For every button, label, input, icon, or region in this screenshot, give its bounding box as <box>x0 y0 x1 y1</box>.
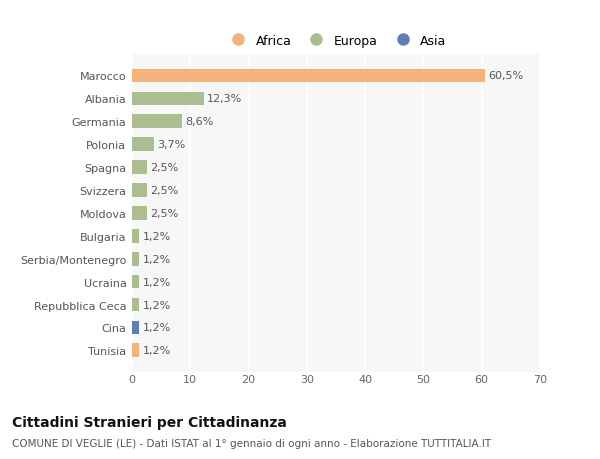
Bar <box>132 275 139 289</box>
Bar <box>132 115 182 129</box>
Text: 2,5%: 2,5% <box>150 163 178 173</box>
Text: 3,7%: 3,7% <box>157 140 185 150</box>
Text: 1,2%: 1,2% <box>142 277 171 287</box>
Bar <box>132 161 146 174</box>
Text: 2,5%: 2,5% <box>150 208 178 218</box>
Bar <box>132 321 139 335</box>
Bar <box>132 184 146 197</box>
Text: 1,2%: 1,2% <box>142 300 171 310</box>
Bar <box>132 138 154 152</box>
Text: 1,2%: 1,2% <box>142 231 171 241</box>
Text: 1,2%: 1,2% <box>142 254 171 264</box>
Text: 8,6%: 8,6% <box>185 117 214 127</box>
Text: COMUNE DI VEGLIE (LE) - Dati ISTAT al 1° gennaio di ogni anno - Elaborazione TUT: COMUNE DI VEGLIE (LE) - Dati ISTAT al 1°… <box>12 438 491 448</box>
Bar <box>132 92 203 106</box>
Text: 12,3%: 12,3% <box>207 94 242 104</box>
Bar <box>132 207 146 220</box>
Bar <box>132 230 139 243</box>
Text: 2,5%: 2,5% <box>150 185 178 196</box>
Text: 1,2%: 1,2% <box>142 323 171 333</box>
Text: 1,2%: 1,2% <box>142 346 171 356</box>
Bar <box>132 252 139 266</box>
Bar <box>132 344 139 358</box>
Text: Cittadini Stranieri per Cittadinanza: Cittadini Stranieri per Cittadinanza <box>12 415 287 429</box>
Bar <box>132 298 139 312</box>
Text: 60,5%: 60,5% <box>488 71 523 81</box>
Legend: Africa, Europa, Asia: Africa, Europa, Asia <box>221 30 452 53</box>
Bar <box>132 69 485 83</box>
